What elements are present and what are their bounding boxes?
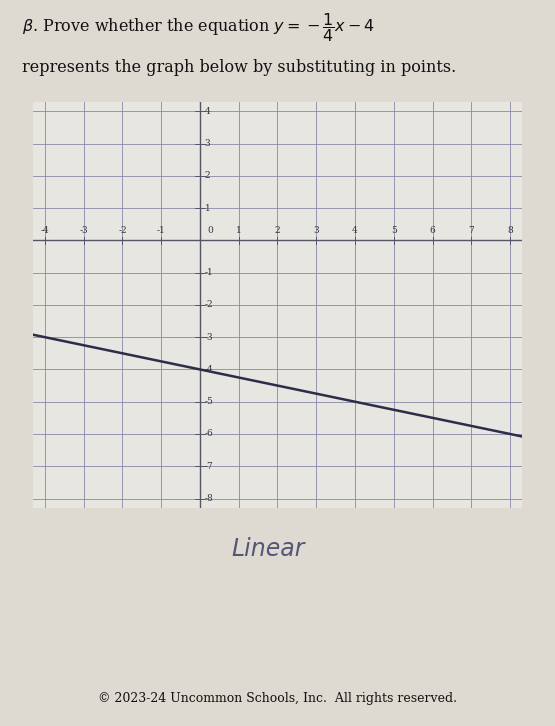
Text: 3: 3 [205,139,210,148]
Text: 5: 5 [391,226,397,234]
Text: Linear: Linear [231,537,305,560]
Text: represents the graph below by substituting in points.: represents the graph below by substituti… [22,59,456,76]
Text: 2: 2 [205,171,210,180]
Text: 4: 4 [352,226,358,234]
Text: -4: -4 [41,226,49,234]
Text: 1: 1 [236,226,241,234]
Text: -6: -6 [205,430,213,439]
Text: 0: 0 [207,226,213,234]
Text: 2: 2 [275,226,280,234]
Text: -1: -1 [205,268,213,277]
Text: -3: -3 [79,226,88,234]
Text: 8: 8 [507,226,513,234]
Text: 6: 6 [430,226,436,234]
Text: -1: -1 [157,226,165,234]
Text: © 2023-24 Uncommon Schools, Inc.  All rights reserved.: © 2023-24 Uncommon Schools, Inc. All rig… [98,693,457,705]
Text: -2: -2 [118,226,127,234]
Text: -4: -4 [205,365,213,374]
Text: 1: 1 [205,203,210,213]
Text: -5: -5 [205,397,214,407]
Text: 3: 3 [314,226,319,234]
Text: -2: -2 [205,301,213,309]
Text: -8: -8 [205,494,213,503]
Text: -7: -7 [205,462,213,470]
Text: $\beta$. Prove whether the equation $y = -\dfrac{1}{4}x - 4$: $\beta$. Prove whether the equation $y =… [22,12,375,44]
Text: 4: 4 [205,107,210,116]
Text: 7: 7 [468,226,474,234]
Text: -3: -3 [205,333,213,342]
